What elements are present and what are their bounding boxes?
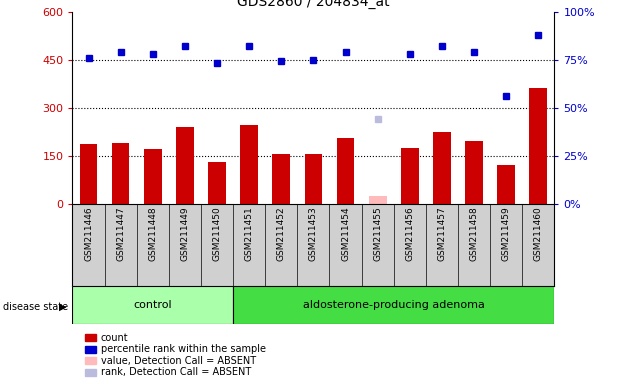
Text: GSM211452: GSM211452 bbox=[277, 206, 286, 261]
Text: GSM211458: GSM211458 bbox=[469, 206, 479, 261]
Bar bbox=[529, 88, 547, 204]
Bar bbox=[497, 165, 515, 204]
Text: GSM211449: GSM211449 bbox=[180, 206, 190, 261]
Text: aldosterone-producing adenoma: aldosterone-producing adenoma bbox=[303, 300, 484, 310]
Bar bbox=[112, 143, 130, 204]
Text: rank, Detection Call = ABSENT: rank, Detection Call = ABSENT bbox=[101, 367, 251, 377]
Bar bbox=[369, 195, 387, 204]
Text: control: control bbox=[134, 300, 172, 310]
Bar bbox=[304, 154, 323, 204]
Bar bbox=[208, 162, 226, 204]
Text: count: count bbox=[101, 333, 129, 343]
Text: disease state: disease state bbox=[3, 302, 68, 312]
Text: percentile rank within the sample: percentile rank within the sample bbox=[101, 344, 266, 354]
Text: GSM211460: GSM211460 bbox=[534, 206, 543, 261]
Bar bbox=[233, 286, 554, 324]
Bar bbox=[240, 125, 258, 204]
Text: GSM211457: GSM211457 bbox=[437, 206, 447, 261]
Bar bbox=[272, 154, 290, 204]
Text: value, Detection Call = ABSENT: value, Detection Call = ABSENT bbox=[101, 356, 256, 366]
Text: GSM211447: GSM211447 bbox=[116, 206, 125, 261]
Text: GSM211459: GSM211459 bbox=[501, 206, 511, 261]
Text: GSM211448: GSM211448 bbox=[148, 206, 158, 261]
Text: GSM211450: GSM211450 bbox=[212, 206, 222, 261]
Bar bbox=[176, 127, 194, 204]
Bar bbox=[144, 149, 162, 204]
Text: GSM211451: GSM211451 bbox=[244, 206, 254, 261]
Bar bbox=[79, 144, 98, 204]
Text: ▶: ▶ bbox=[59, 302, 66, 312]
Bar bbox=[336, 138, 355, 204]
Text: GSM211446: GSM211446 bbox=[84, 206, 93, 261]
Bar bbox=[72, 286, 233, 324]
Text: GSM211454: GSM211454 bbox=[341, 206, 350, 261]
Bar bbox=[369, 195, 387, 204]
Title: GDS2860 / 204834_at: GDS2860 / 204834_at bbox=[237, 0, 390, 9]
Text: GSM211453: GSM211453 bbox=[309, 206, 318, 261]
Text: GSM211455: GSM211455 bbox=[373, 206, 382, 261]
Text: GSM211456: GSM211456 bbox=[405, 206, 415, 261]
Bar bbox=[433, 131, 451, 204]
Bar bbox=[465, 141, 483, 204]
Bar bbox=[401, 147, 419, 204]
